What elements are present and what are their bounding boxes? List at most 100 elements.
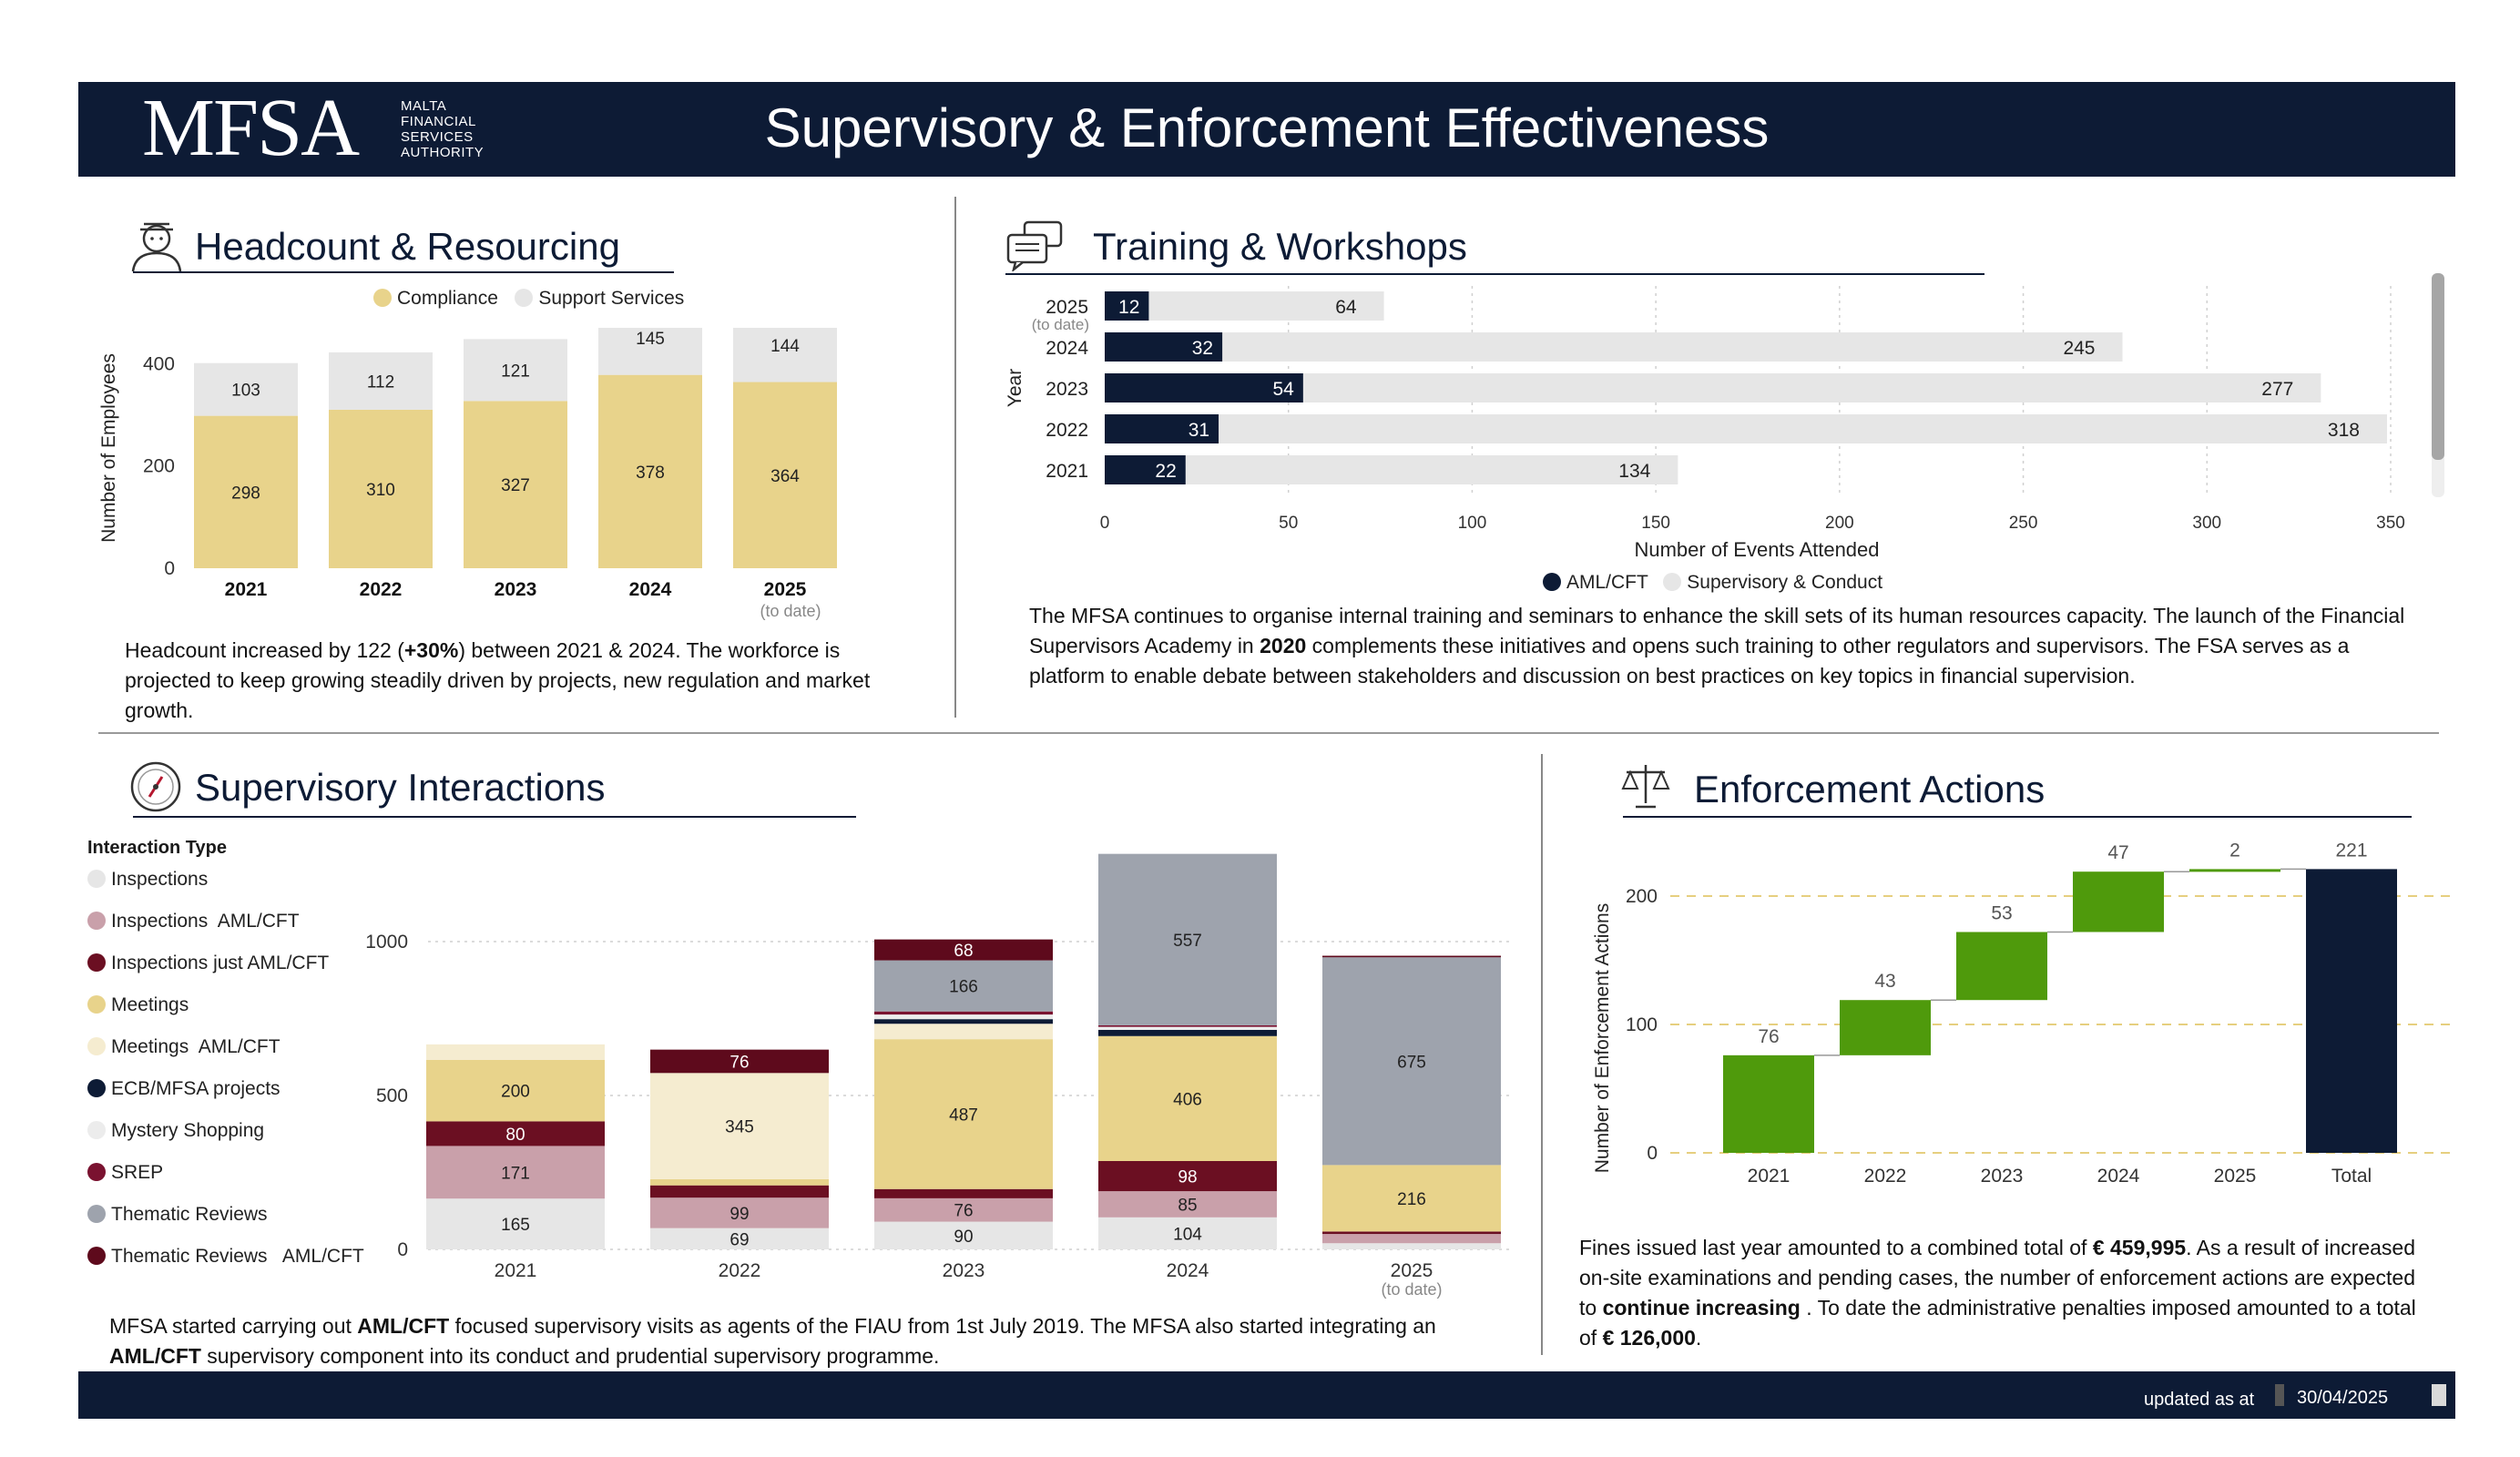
training-scrollbar[interactable] — [2432, 273, 2444, 497]
footer-scroll-handle[interactable] — [2432, 1384, 2446, 1406]
bar-segment — [650, 1197, 829, 1228]
data-label: 406 — [1173, 1090, 1202, 1109]
bar-segment — [1105, 414, 1219, 443]
y-tick-label: 0 — [164, 558, 175, 579]
legend-support-services: Support Services — [515, 288, 684, 309]
updated-label: updated as at — [2144, 1390, 2255, 1410]
legend-item: Inspections just AML/CFT — [87, 953, 364, 994]
data-label: 90 — [954, 1228, 973, 1247]
gauge-icon — [130, 761, 181, 812]
data-label: 221 — [2335, 840, 2367, 861]
waterfall-bar — [2073, 871, 2164, 932]
bar-segment — [874, 1019, 1053, 1024]
interactions-chart: 0 500 1000 165 171 80 200 2021 69 99 345 76 2022 90 76… — [365, 853, 1512, 1299]
bar-segment — [1098, 1191, 1277, 1218]
vertical-divider-bottom — [1541, 754, 1543, 1355]
bar-segment — [1098, 1217, 1277, 1249]
legend-item: Thematic Reviews — [87, 1204, 364, 1246]
bar-segment — [1105, 373, 1303, 402]
x-tick-label: 0 — [1100, 514, 1110, 533]
interactions-paragraph: MFSA started carrying out AML/CFT focuse… — [109, 1314, 1436, 1368]
bar-segment — [1098, 853, 1277, 1025]
person-icon — [131, 222, 182, 272]
x-tick-label: 50 — [1279, 514, 1298, 533]
data-label: 487 — [949, 1105, 978, 1125]
data-label: 318 — [2328, 420, 2360, 441]
legend-label: ECB/MFSA projects — [111, 1078, 281, 1099]
data-label: 69 — [729, 1230, 749, 1249]
x-tick-note: (to date) — [1381, 1280, 1442, 1299]
data-label: 675 — [1397, 1053, 1426, 1072]
x-tick-label: 2024 — [629, 579, 672, 600]
bar-segment — [1098, 1035, 1277, 1161]
data-label: 103 — [231, 382, 260, 401]
enforcement-title: Enforcement Actions — [1694, 768, 2046, 810]
x-tick-label: 2022 — [719, 1260, 761, 1281]
y-tick-label: 200 — [143, 456, 175, 477]
bar-segment — [1322, 1234, 1501, 1244]
data-label: 166 — [949, 978, 978, 997]
training-title-underline — [1005, 273, 1984, 275]
bar-segment — [426, 1121, 605, 1146]
bar-segment — [426, 1059, 605, 1122]
x-tick-label: 2024 — [2097, 1166, 2140, 1187]
legend-aml-cft: AML/CFT — [1543, 572, 1648, 593]
bar-segment — [874, 960, 1053, 1012]
legend-swatch — [87, 1163, 106, 1181]
bar-segment — [329, 352, 433, 410]
data-label: 76 — [729, 1053, 749, 1072]
updated-marker — [2275, 1384, 2284, 1406]
data-label: 216 — [1397, 1190, 1426, 1209]
data-label: 2 — [2229, 840, 2240, 861]
bar-segment — [426, 1044, 605, 1060]
y-tick-label: 100 — [1626, 1014, 1658, 1035]
data-label: 43 — [1874, 971, 1895, 992]
interactions-title-underline — [133, 816, 856, 818]
bar-segment — [650, 1185, 829, 1198]
headcount-title-underline — [133, 271, 674, 273]
header-bar: MFSA MALTA FINANCIAL SERVICES AUTHORITY … — [78, 82, 2455, 177]
bar-segment — [1098, 1024, 1277, 1027]
data-label: 200 — [501, 1083, 530, 1102]
x-tick-label: 250 — [2009, 514, 2038, 533]
data-label: 31 — [1189, 420, 1209, 441]
y-axis-label: Number of Employees — [98, 353, 119, 543]
data-label: 345 — [725, 1118, 754, 1137]
data-label: 32 — [1192, 338, 1213, 359]
x-tick-label: 2024 — [1167, 1260, 1209, 1281]
headcount-title: Headcount & Resourcing — [195, 225, 620, 268]
enforcement-paragraph: Fines issued last year amounted to a com… — [1579, 1236, 2416, 1350]
y-tick-label: 1000 — [365, 932, 408, 953]
bar-segment — [733, 328, 837, 382]
data-label: 98 — [1178, 1168, 1197, 1187]
bar-segment — [1098, 1160, 1277, 1192]
bar-segment — [1105, 291, 1149, 321]
legend-swatch — [87, 1079, 106, 1097]
legend-swatch — [87, 870, 106, 888]
bar-segment — [1105, 414, 2387, 443]
page-title: Supervisory & Enforcement Effectiveness — [764, 97, 1770, 158]
data-label: 80 — [505, 1126, 525, 1145]
training-scrollbar-thumb[interactable] — [2432, 273, 2444, 460]
x-tick-label: 2021 — [1748, 1166, 1791, 1187]
bar-segment — [194, 362, 298, 416]
data-label: 76 — [954, 1202, 973, 1221]
bar-segment — [874, 1197, 1053, 1222]
data-label: 245 — [2063, 338, 2095, 359]
x-tick-label: 2025 — [1391, 1260, 1433, 1281]
interactions-title: Supervisory Interactions — [195, 766, 606, 809]
legend-swatch — [87, 912, 106, 930]
x-tick-label: 100 — [1458, 514, 1487, 533]
bar-segment — [874, 1188, 1053, 1198]
x-tick-label: 2025 — [2214, 1166, 2257, 1187]
data-label: 99 — [729, 1205, 749, 1224]
data-label: 557 — [1173, 932, 1202, 951]
data-label: 145 — [636, 330, 665, 349]
bar-segment — [329, 409, 433, 568]
bar-segment — [1322, 955, 1501, 958]
bar-segment — [874, 1011, 1053, 1015]
legend-label: Thematic Reviews AML/CFT — [111, 1246, 364, 1267]
bar-segment — [1105, 455, 1678, 484]
y-tick-label: 400 — [143, 353, 175, 374]
bar-segment — [650, 1178, 829, 1186]
